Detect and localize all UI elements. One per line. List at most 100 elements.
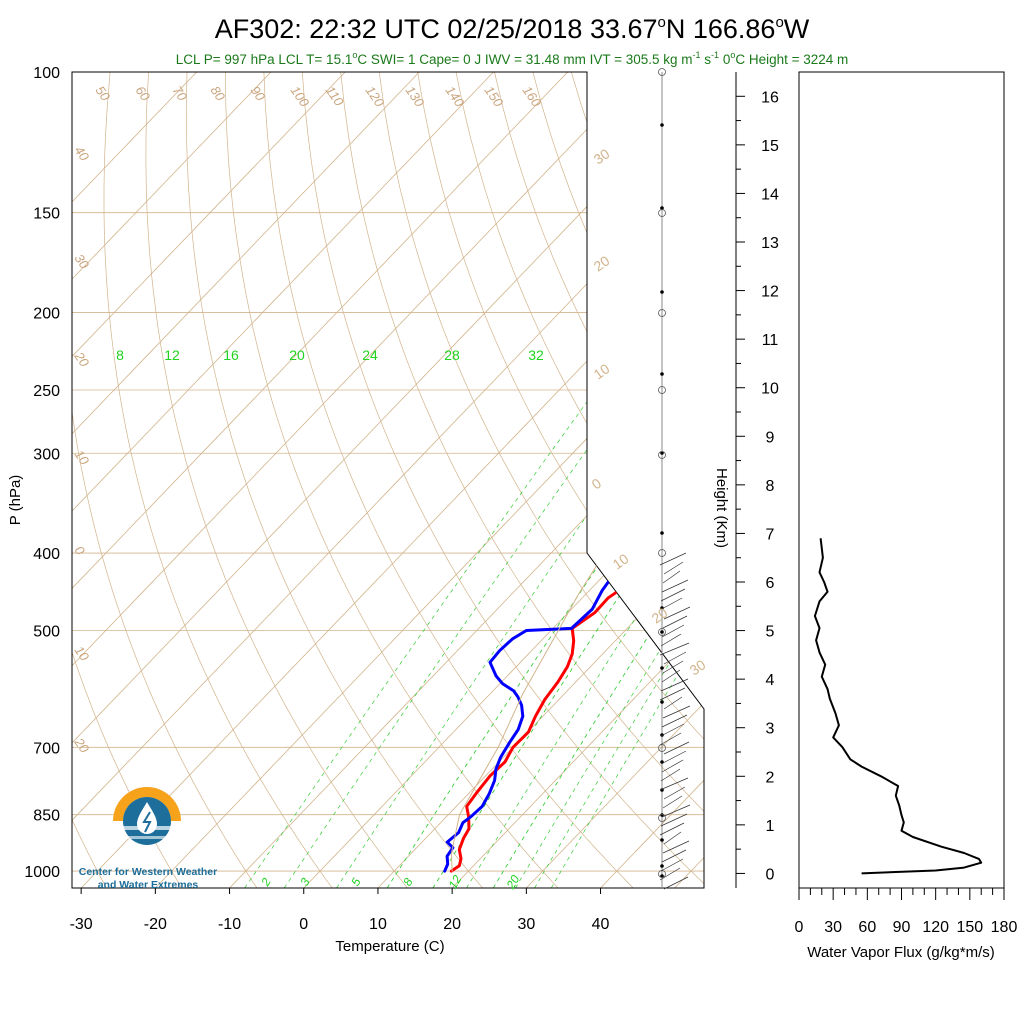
cw3e-logo: Center for Western Weather and Water Ext… xyxy=(79,787,217,891)
logo-wave-line xyxy=(113,836,181,839)
dry-adiabat-line xyxy=(263,72,634,888)
logo-text-line1: Center for Western Weather xyxy=(79,866,217,878)
pressure-tick-label: 850 xyxy=(33,808,60,825)
isotherm-line xyxy=(72,72,197,888)
wind-barb xyxy=(660,858,684,872)
dry-adiabat-label: 140 xyxy=(443,83,468,110)
dry-adiabat-line xyxy=(570,72,704,888)
mixing-ratio-label: 8 xyxy=(116,347,124,363)
flux-tick-label: 180 xyxy=(991,919,1018,936)
mixing-ratio-label: 12 xyxy=(164,347,180,363)
flux-tick-label: 120 xyxy=(922,919,949,936)
logo-drop-swirl xyxy=(142,811,152,833)
isotherm-label-left: 0 xyxy=(72,543,89,558)
height-tick-label: 1 xyxy=(766,818,775,835)
height-tick-label: 8 xyxy=(766,478,775,495)
flux-tick-label: 0 xyxy=(795,919,804,936)
wind-barb xyxy=(660,723,685,737)
temperature-tick-label: -20 xyxy=(144,916,167,933)
skew-t-frame xyxy=(71,71,705,889)
isotherm-label-left: 40 xyxy=(72,143,93,164)
isotherm-line xyxy=(72,72,494,888)
chart-title: AF302: 22:32 UTC 02/25/2018 33.67oN 166.… xyxy=(215,14,810,44)
mixing-ratio-line xyxy=(466,360,704,888)
isotherm-line xyxy=(155,72,704,888)
dry-adiabat-line xyxy=(609,72,704,888)
dry-adiabat-line xyxy=(994,72,1024,888)
wind-level-dot xyxy=(660,630,664,634)
pressure-tick-label: 300 xyxy=(33,446,60,463)
pressure-tick-label: 100 xyxy=(33,65,60,82)
wind-level-dot xyxy=(660,531,664,535)
wind-level-dot xyxy=(660,666,664,670)
height-axis-title: Height (Km) xyxy=(713,468,730,548)
dry-adiabat-line xyxy=(72,72,107,888)
skew-t-background xyxy=(72,72,1024,888)
mixing-ratio-label: 32 xyxy=(528,347,544,363)
mixing-ratio-line xyxy=(432,360,704,888)
wind-level-dot xyxy=(660,451,664,455)
dry-adiabat-line xyxy=(802,72,1024,888)
wind-level-dot xyxy=(660,874,664,878)
mixing-ratio-label-lower: 20 xyxy=(503,872,522,892)
wind-barb xyxy=(659,732,682,746)
mixing-ratio-line xyxy=(244,360,617,888)
height-tick-label: 11 xyxy=(762,332,779,349)
calm-wind-circle xyxy=(658,386,666,394)
calm-wind-circle xyxy=(658,68,666,76)
wind-barb xyxy=(662,615,688,629)
isotherm-line xyxy=(72,72,346,888)
wind-barb-staff xyxy=(658,68,691,890)
pressure-tick-label: 200 xyxy=(33,306,60,323)
isotherm-line xyxy=(526,72,704,888)
wind-barb xyxy=(663,561,684,575)
wind-barb xyxy=(659,597,683,611)
wind-barb xyxy=(662,570,681,584)
dry-adiabat-line xyxy=(879,72,1024,888)
isotherm-line xyxy=(72,72,643,888)
flux-tick-label: 90 xyxy=(893,919,911,936)
dry-adiabat-label: 100 xyxy=(288,83,313,110)
pressure-tick-label: 500 xyxy=(33,624,60,641)
wind-barb xyxy=(663,606,691,620)
isotherm-line xyxy=(600,72,704,888)
wind-barb xyxy=(662,705,691,719)
pressure-tick-label: 700 xyxy=(33,740,60,757)
wind-barb xyxy=(661,579,689,593)
wind-barb xyxy=(661,849,687,863)
isotherm-line xyxy=(72,72,568,888)
flux-profile xyxy=(813,538,983,875)
isotherm-line xyxy=(303,72,704,888)
isotherm-label: 20 xyxy=(591,252,613,274)
dry-adiabat-label: 70 xyxy=(170,83,191,104)
height-tick-label: 7 xyxy=(766,526,775,543)
dry-adiabat-line xyxy=(72,72,258,888)
wind-barb xyxy=(659,822,685,836)
isotherm-label: 30 xyxy=(687,656,709,678)
logo-orange-arc xyxy=(113,787,181,821)
wind-barb xyxy=(663,651,687,665)
wind-barb xyxy=(659,642,690,656)
temperature-tick-label: 0 xyxy=(299,916,308,933)
temperature-tick-label: 40 xyxy=(592,916,610,933)
calm-wind-circle xyxy=(658,814,666,822)
temperature-tick-label: -10 xyxy=(218,916,241,933)
isotherm-line xyxy=(72,72,272,888)
calm-wind-circle xyxy=(658,549,666,557)
dry-adiabat-line xyxy=(103,72,333,888)
mixing-ratio-label-lower: 8 xyxy=(400,875,416,888)
flux-panel-frame xyxy=(798,71,1005,889)
wind-level-dot xyxy=(660,700,664,704)
wind-barb xyxy=(660,813,688,827)
wind-barb xyxy=(663,696,683,710)
sounding-profiles xyxy=(443,72,704,873)
temperature-tick-label: 30 xyxy=(517,916,535,933)
wind-level-dot xyxy=(660,206,664,210)
isotherm-label-left: 30 xyxy=(72,251,93,272)
wind-barb xyxy=(661,669,681,683)
mixing-ratio-line xyxy=(492,360,704,888)
mixing-ratio-line xyxy=(534,360,704,888)
y-axis-title: P (hPa) xyxy=(7,475,24,526)
dry-adiabat-label: 60 xyxy=(133,83,154,104)
